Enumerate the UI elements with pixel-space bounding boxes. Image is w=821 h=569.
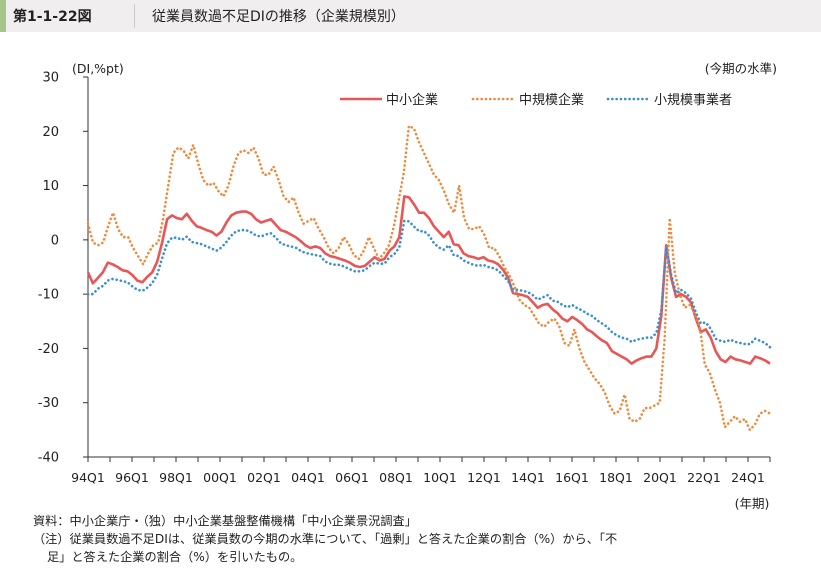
- x-tick-label: 08Q1: [379, 470, 413, 485]
- source-note: 資料：中小企業庁・（独）中小企業基盤整備機構「中小企業景況調査」: [33, 514, 417, 528]
- chart-axes: 30 20 10 0 -10 -20 -30 -40 94Q1 96Q1 98Q1 00Q1 02Q1 0…: [38, 71, 771, 485]
- figure-header: 第1-1-22図 従業員数過不足DIの推移（企業規模別）: [0, 0, 821, 32]
- x-tick-label: 14Q1: [511, 470, 545, 485]
- x-axis-unit-label: (年期): [735, 496, 770, 510]
- legend-label-3: 小規模事業者: [654, 92, 732, 108]
- y-axis-label: (DI,%pt): [72, 61, 124, 76]
- x-tick-label: 94Q1: [71, 470, 105, 485]
- series-line-1: [86, 195, 771, 365]
- x-tick-label: 24Q1: [731, 470, 765, 485]
- x-tick-label: 96Q1: [115, 470, 149, 485]
- definition-note-line1: （注）従業員数過不足DIは、従業員数の今期の水準について、「過剰」と答えた企業の…: [33, 532, 618, 546]
- y-tick-label: 30: [42, 71, 59, 86]
- header-divider: [134, 4, 135, 28]
- y-tick-label: -10: [38, 288, 59, 303]
- x-tick-label: 02Q1: [247, 470, 281, 485]
- x-tick-label: 16Q1: [555, 470, 589, 485]
- y-tick-label: 0: [51, 233, 59, 248]
- chart-legend: 中小企業 中規模企業 小規模事業者: [340, 92, 732, 108]
- chart-series: [86, 124, 772, 432]
- x-tick-label: 18Q1: [599, 470, 633, 485]
- x-tick-label: 00Q1: [203, 470, 237, 485]
- legend-label-2: 中規模企業: [519, 92, 584, 108]
- figure-notes: 資料：中小企業庁・（独）中小企業基盤整備機構「中小企業景況調査」 （注）従業員数…: [33, 512, 617, 566]
- level-annotation: (今期の水準): [705, 61, 777, 76]
- x-tick-label: 22Q1: [687, 470, 721, 485]
- x-tick-label: 04Q1: [291, 470, 325, 485]
- series-line-2: [86, 124, 772, 432]
- x-tick-label: 98Q1: [159, 470, 193, 485]
- y-tick-label: 20: [42, 125, 59, 140]
- series-line-3: [86, 219, 772, 349]
- definition-note-line2: 足」と答えた企業の割合（%）を引いたもの。: [47, 550, 303, 564]
- x-tick-label: 10Q1: [423, 470, 457, 485]
- figure-title: 従業員数過不足DIの推移（企業規模別）: [152, 9, 405, 25]
- y-tick-label: 10: [42, 179, 59, 194]
- x-tick-label: 12Q1: [467, 470, 501, 485]
- x-tick-label: 20Q1: [643, 470, 677, 485]
- y-tick-label: -20: [38, 342, 59, 357]
- header-accent-bar: [0, 0, 6, 32]
- figure-number: 第1-1-22図: [13, 9, 92, 25]
- line-chart: 30 20 10 0 -10 -20 -30 -40 94Q1 96Q1 98Q1 00Q1 02Q1 0…: [38, 61, 777, 510]
- x-tick-label: 06Q1: [335, 470, 369, 485]
- y-tick-label: -30: [38, 396, 59, 411]
- legend-label-1: 中小企業: [386, 92, 438, 108]
- y-tick-label: -40: [38, 451, 59, 466]
